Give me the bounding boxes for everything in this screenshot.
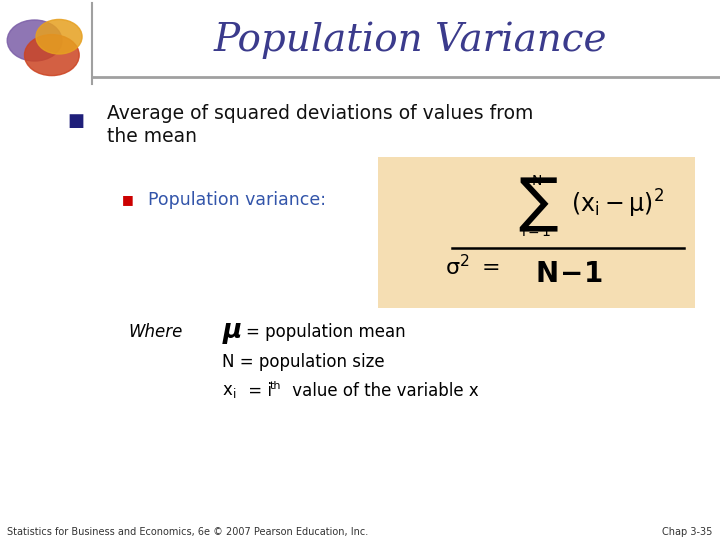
Text: $\mathrm{(x_i - \mu)^2}$: $\mathrm{(x_i - \mu)^2}$ <box>571 188 665 220</box>
Text: Population Variance: Population Variance <box>214 22 607 59</box>
Text: Chap 3-35: Chap 3-35 <box>662 527 713 537</box>
Text: value of the variable x: value of the variable x <box>287 382 478 401</box>
Text: Population variance:: Population variance: <box>148 191 325 209</box>
Text: $\sum$: $\sum$ <box>518 176 559 234</box>
Text: $\mathrm{x_i}$: $\mathrm{x_i}$ <box>222 382 236 401</box>
Text: ■: ■ <box>67 112 84 131</box>
Text: $\mathrm{N}$: $\mathrm{N}$ <box>531 174 542 188</box>
Text: $\mathrm{\sigma^2\ =}$: $\mathrm{\sigma^2\ =}$ <box>445 254 500 279</box>
Text: $\mathbf{N\!-\!1}$: $\mathbf{N\!-\!1}$ <box>535 260 603 288</box>
Text: = i: = i <box>243 382 272 401</box>
Text: Statistics for Business and Economics, 6e © 2007 Pearson Education, Inc.: Statistics for Business and Economics, 6… <box>7 527 369 537</box>
Text: Where: Where <box>128 323 183 341</box>
Text: Average of squared deviations of values from: Average of squared deviations of values … <box>107 104 533 123</box>
FancyBboxPatch shape <box>378 157 695 308</box>
Text: N = population size: N = population size <box>222 353 384 371</box>
Text: th: th <box>269 381 281 391</box>
Text: $\mathrm{i=1}$: $\mathrm{i=1}$ <box>521 224 552 239</box>
Text: the mean: the mean <box>107 126 197 146</box>
Text: = population mean: = population mean <box>246 323 406 341</box>
Text: $\boldsymbol{\mu}$: $\boldsymbol{\mu}$ <box>222 320 242 346</box>
Circle shape <box>7 20 62 61</box>
Text: ■: ■ <box>122 193 134 206</box>
Circle shape <box>36 19 82 54</box>
Circle shape <box>24 35 79 76</box>
